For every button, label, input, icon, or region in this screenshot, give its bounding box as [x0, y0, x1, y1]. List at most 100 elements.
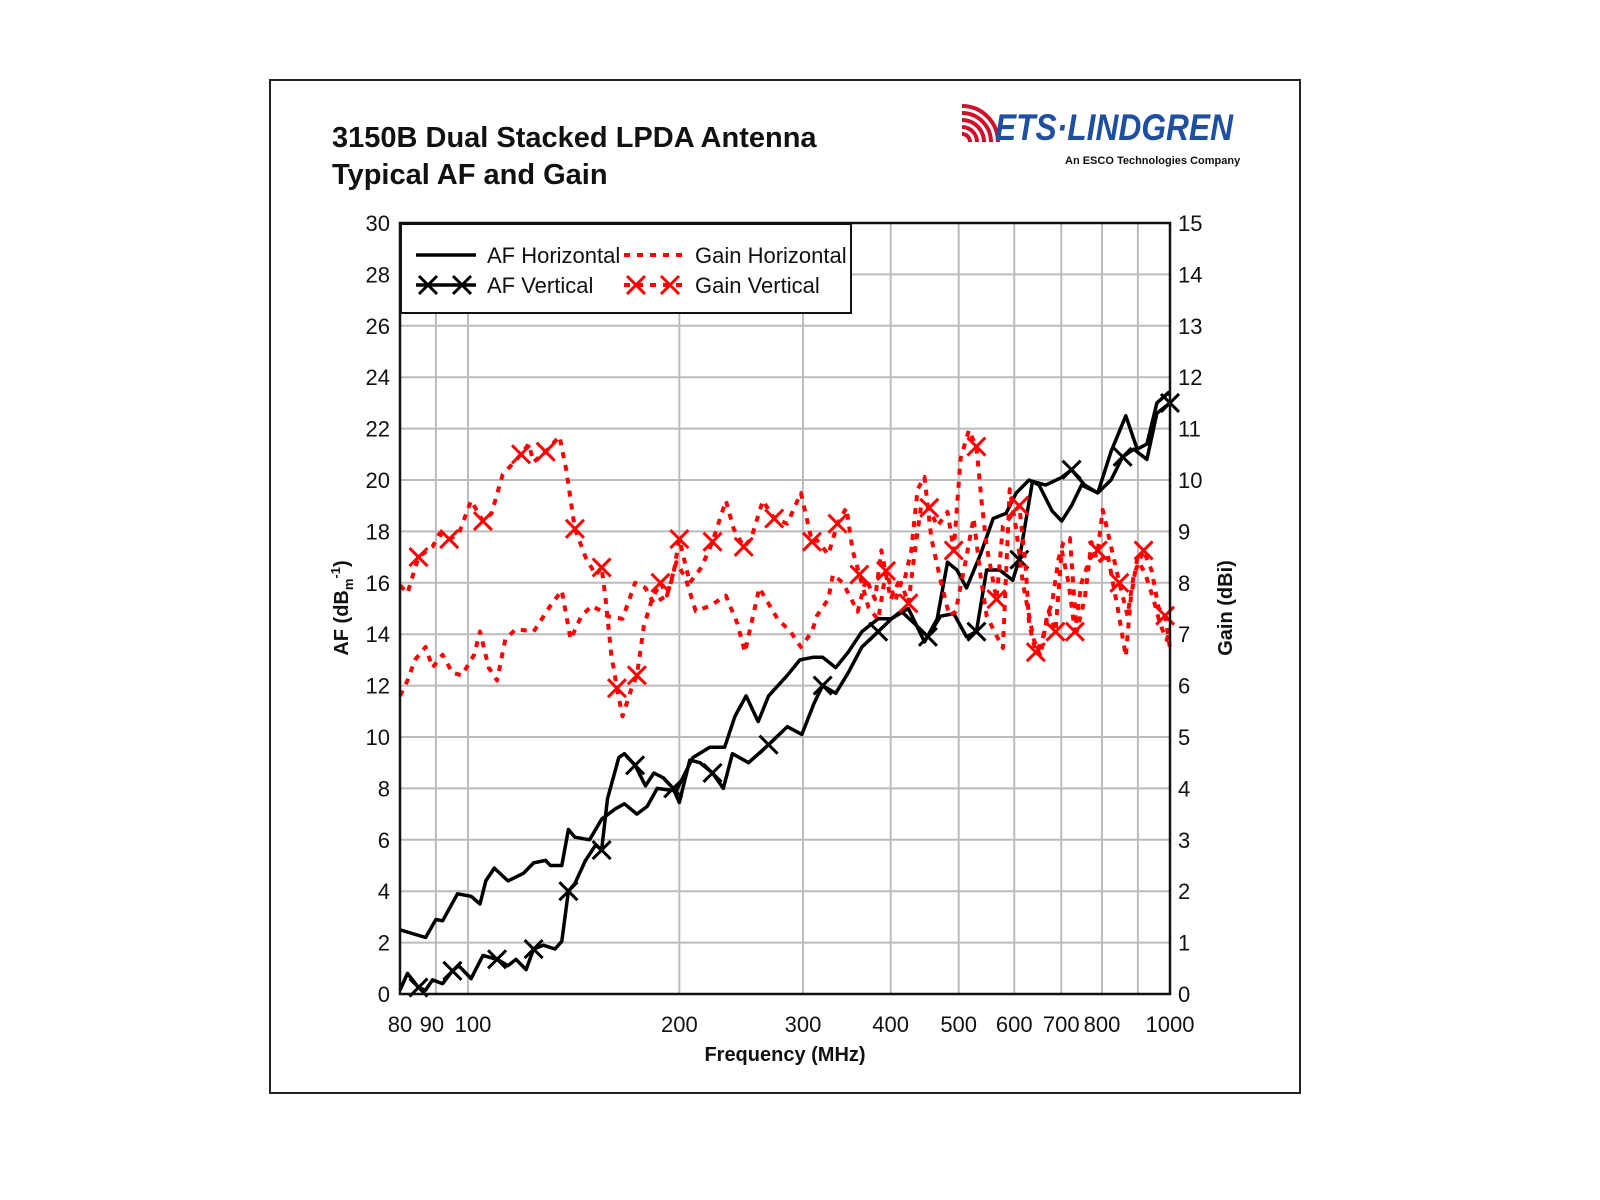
x-tick-label: 90	[420, 1012, 444, 1037]
y-right-tick-label: 15	[1178, 211, 1202, 236]
y-left-label-main: AF (dB	[331, 590, 353, 656]
data-marker-gain-vertical	[591, 557, 612, 578]
logo-wave-arc	[961, 118, 986, 143]
y-right-tick-label: 10	[1178, 468, 1202, 493]
data-marker-gain-vertical	[1087, 540, 1108, 561]
y-left-tick-label: 22	[366, 417, 390, 442]
data-marker-af-vertical	[1112, 446, 1133, 467]
data-marker-af-vertical	[523, 938, 544, 960]
legend: AF Horizontal AF Vertical Gain Horizonta…	[400, 223, 852, 314]
y-left-tick-label: 28	[366, 262, 390, 287]
data-marker-af-vertical	[758, 734, 779, 755]
y-left-tick-label: 26	[366, 314, 390, 339]
data-marker-gain-vertical	[733, 536, 754, 557]
series-line-af-vertical	[398, 401, 1172, 992]
data-marker-af-vertical	[702, 762, 723, 784]
y-left-tick-label: 10	[366, 725, 390, 750]
legend-marker-af-vertical	[451, 274, 473, 296]
data-marker-gain-vertical	[1133, 540, 1154, 561]
y-right-tick-label: 5	[1178, 725, 1190, 750]
data-marker-gain-vertical	[439, 529, 460, 550]
data-marker-gain-vertical	[1045, 621, 1066, 642]
data-marker-gain-vertical	[849, 564, 870, 585]
y-axis-left-label: AF (dBm-1)	[328, 560, 356, 655]
legend-label-af-horizontal: AF Horizontal	[487, 243, 620, 268]
data-marker-gain-vertical	[764, 508, 785, 529]
data-marker-af-vertical	[487, 949, 508, 970]
data-marker-gain-vertical	[875, 560, 897, 582]
y-right-tick-label: 12	[1178, 365, 1202, 390]
data-marker-gain-vertical	[1025, 642, 1046, 663]
data-marker-gain-vertical	[943, 540, 964, 561]
x-tick-label: 800	[1084, 1012, 1121, 1037]
x-tick-label: 500	[940, 1012, 977, 1037]
data-marker-af-vertical	[917, 626, 938, 647]
y-right-tick-label: 13	[1178, 314, 1202, 339]
data-marker-gain-vertical	[510, 444, 532, 465]
y-right-tick-label: 8	[1178, 571, 1190, 596]
data-marker-gain-vertical	[669, 529, 690, 550]
series-gain-horizontal	[398, 474, 1172, 697]
y-right-tick-label: 11	[1178, 417, 1201, 442]
logo-wave-arc	[961, 104, 1000, 143]
data-marker-gain-vertical	[535, 441, 556, 462]
y-right-tick-label: 7	[1178, 622, 1190, 647]
data-marker-af-vertical	[966, 621, 987, 642]
logo-waves-icon	[961, 104, 1000, 143]
data-marker-gain-vertical	[801, 531, 823, 552]
data-marker-af-vertical	[663, 778, 684, 799]
data-marker-gain-vertical	[408, 547, 429, 568]
legend-marker-af-vertical	[417, 274, 439, 296]
data-marker-af-vertical	[558, 881, 579, 902]
y-right-tick-label: 1	[1178, 931, 1190, 956]
x-tick-label: 80	[388, 1012, 412, 1037]
data-marker-gain-vertical	[650, 572, 671, 593]
data-marker-gain-vertical	[986, 589, 1007, 610]
data-marker-gain-vertical	[626, 665, 647, 686]
legend-label-af-vertical: AF Vertical	[487, 273, 593, 298]
x-axis-label: Frequency (MHz)	[704, 1044, 865, 1066]
data-marker-af-vertical	[868, 621, 889, 642]
y-left-tick-label: 20	[366, 468, 390, 493]
y-left-tick-label: 6	[378, 828, 390, 853]
series-af-vertical	[398, 392, 1181, 998]
x-tick-label: 100	[455, 1012, 492, 1037]
chart-title-line2: Typical AF and Gain	[332, 159, 608, 191]
legend-marker-gain-vertical	[659, 274, 681, 296]
y-right-tick-label: 9	[1178, 519, 1190, 544]
series-layer	[398, 390, 1181, 998]
logo-wave-arc	[961, 132, 972, 143]
series-line-gain-horizontal	[398, 474, 1172, 697]
data-marker-af-vertical	[812, 675, 833, 696]
y-left-tick-label: 4	[378, 879, 390, 904]
logo-tagline: An ESCO Technologies Company	[1065, 155, 1241, 167]
y-right-tick-label: 3	[1178, 828, 1190, 853]
data-marker-gain-vertical	[1009, 495, 1030, 516]
x-tick-label: 200	[661, 1012, 698, 1037]
data-marker-af-vertical	[1061, 459, 1082, 480]
y-left-tick-label: 24	[366, 365, 390, 390]
data-marker-gain-vertical	[472, 511, 493, 532]
data-marker-gain-vertical	[827, 513, 848, 534]
data-marker-gain-vertical	[919, 497, 940, 518]
y-right-tick-label: 0	[1178, 982, 1190, 1007]
data-marker-af-vertical	[625, 755, 646, 776]
data-marker-gain-vertical	[606, 678, 628, 699]
ticks: 80 90 100 200 300 400 500 600 700 800 100002468101…	[366, 211, 1203, 1037]
data-marker-gain-vertical	[564, 518, 585, 539]
y-axis-right-label: Gain (dBi)	[1215, 560, 1237, 656]
y-left-label-sub: m	[341, 579, 356, 591]
legend-marker-gain-vertical	[625, 274, 647, 296]
x-tick-label: 600	[996, 1012, 1033, 1037]
data-marker-gain-vertical	[702, 531, 723, 552]
legend-box	[400, 223, 852, 314]
legend-label-gain-vertical: Gain Vertical	[695, 273, 820, 298]
y-left-label-end: )	[331, 560, 353, 567]
y-left-tick-label: 14	[366, 622, 390, 647]
series-line-af-horizontal	[399, 390, 1172, 940]
series-af-horizontal	[399, 390, 1172, 940]
logo-wave-arc	[961, 111, 993, 143]
logo-brand-text: ETS·LINDGREN	[995, 107, 1234, 148]
data-marker-gain-vertical	[1109, 572, 1130, 593]
